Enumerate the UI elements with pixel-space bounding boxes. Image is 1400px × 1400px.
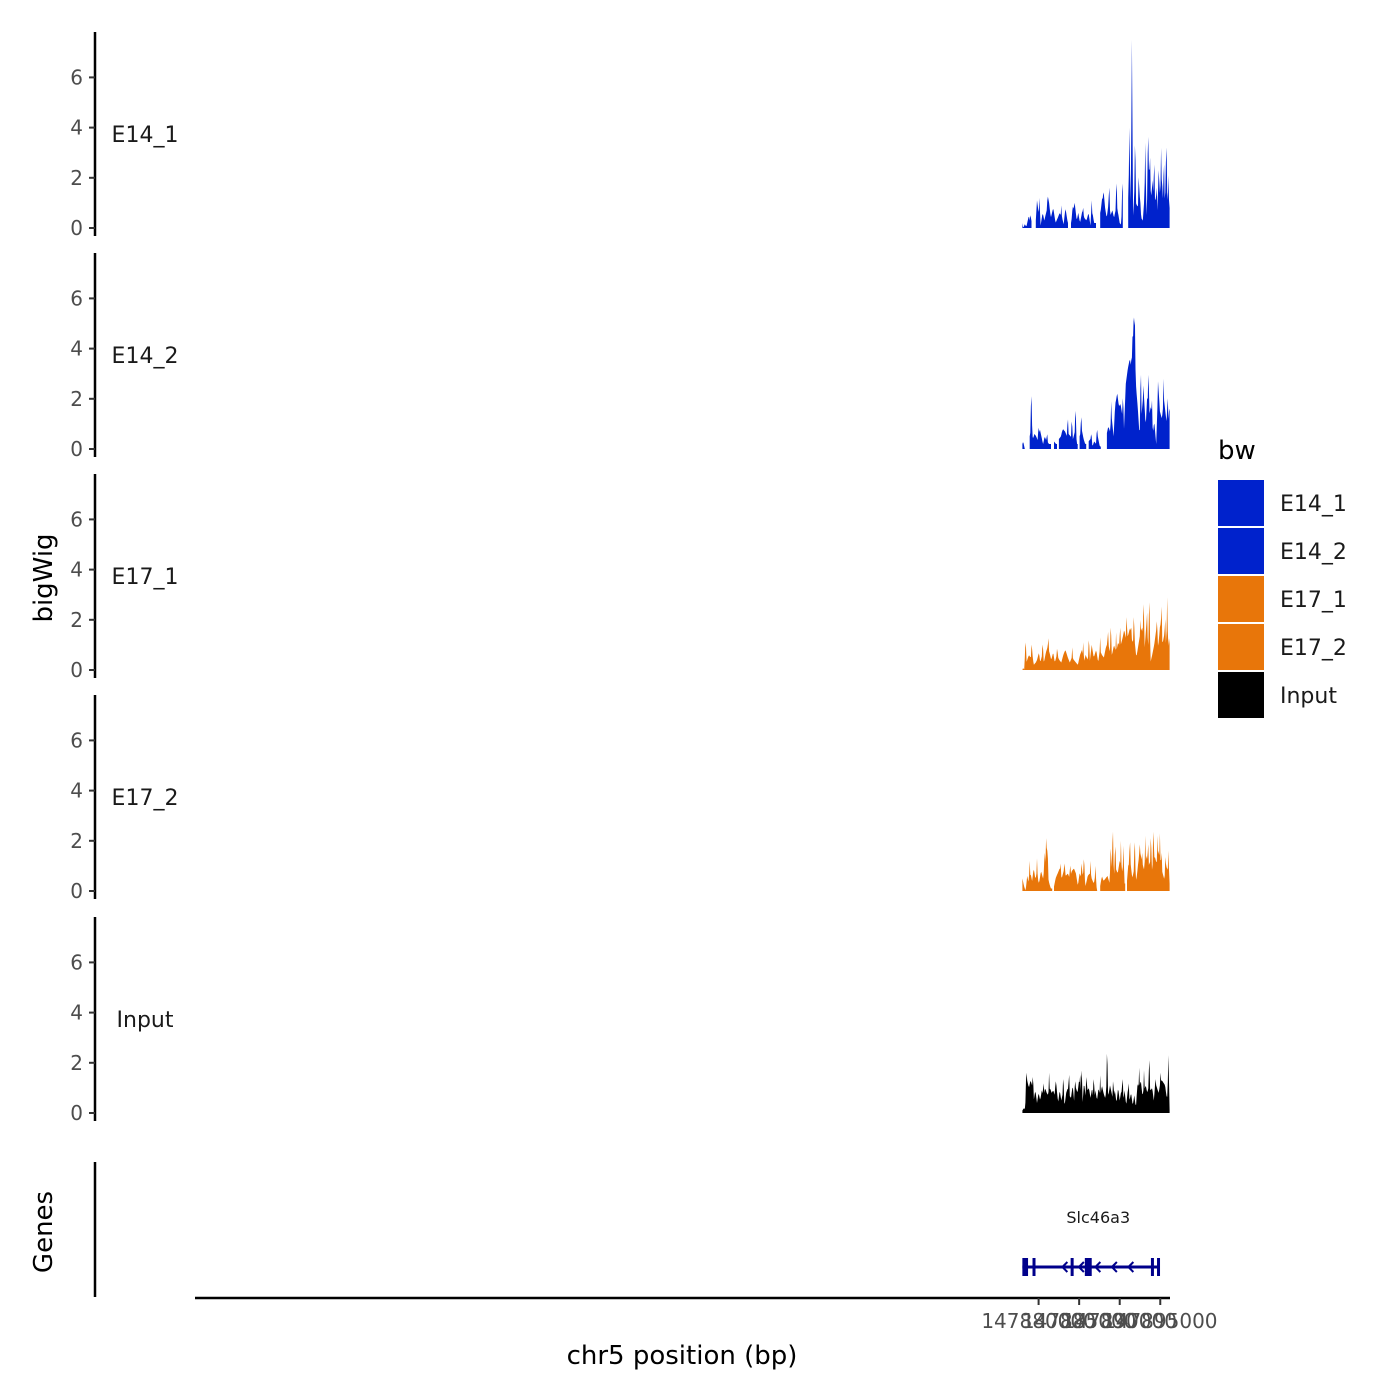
coverage-area-E14_2 bbox=[1054, 441, 1057, 449]
y-tick-label: 6 bbox=[70, 507, 83, 531]
coverage-area-E14_2 bbox=[1079, 417, 1087, 449]
legend-title: bw bbox=[1218, 436, 1256, 466]
coverage-area-E14_1 bbox=[1100, 183, 1123, 228]
legend-swatch-E14_2 bbox=[1218, 528, 1264, 574]
coverage-area-E14_1 bbox=[1071, 200, 1096, 228]
y-tick-label: 0 bbox=[70, 216, 83, 240]
strand-arrow bbox=[1110, 1261, 1118, 1273]
y-tick-label: 4 bbox=[70, 779, 83, 803]
gene-name-label: Slc46a3 bbox=[1066, 1208, 1130, 1227]
x-tick-label: 147890000 bbox=[1062, 1309, 1177, 1333]
x-tick-label: 147895000 bbox=[1103, 1309, 1218, 1333]
x-tick-label: 147885000 bbox=[1022, 1309, 1137, 1333]
track-E14_1: 0 2 4 6 E14_1 bbox=[70, 32, 1170, 240]
coverage-area-E17_2 bbox=[1127, 831, 1170, 891]
track-label: Input bbox=[117, 1008, 174, 1033]
coverage-area-E14_2 bbox=[1106, 317, 1170, 449]
y-tick-label: 4 bbox=[70, 558, 83, 582]
strand-arrow bbox=[1077, 1261, 1085, 1273]
y-tick-label: 2 bbox=[70, 1051, 83, 1075]
gene-exon bbox=[1022, 1258, 1029, 1276]
coverage-area-E17_2 bbox=[1054, 859, 1099, 891]
coverage-area-E14_1 bbox=[1022, 215, 1032, 228]
coverage-area-E14_1 bbox=[1128, 39, 1170, 228]
coverage-area-E17_1 bbox=[1022, 597, 1170, 670]
track-E17_2: 0 2 4 6 E17_2 bbox=[70, 695, 1170, 903]
y-tick-label: 2 bbox=[70, 608, 83, 632]
y-tick-label: 6 bbox=[70, 950, 83, 974]
coverage-tracks: 0 2 4 6 E14_1 0 2 4 6 E14_2 0 2 4 6 E17_1 0 2 4 6 E17_2 0 2 4 6… bbox=[70, 32, 1170, 1125]
y-tick-label: 0 bbox=[70, 879, 83, 903]
gene-exon bbox=[1150, 1258, 1154, 1276]
y-tick-label: 6 bbox=[70, 286, 83, 310]
y-tick-label: 0 bbox=[70, 437, 83, 461]
legend-label-E14_2: E14_2 bbox=[1280, 540, 1347, 565]
coverage-area-E14_2 bbox=[1022, 442, 1026, 449]
gene-exon bbox=[1084, 1258, 1092, 1276]
track-label: E14_2 bbox=[112, 344, 179, 369]
track-label: E17_1 bbox=[112, 565, 179, 590]
legend-label-E17_2: E17_2 bbox=[1280, 636, 1347, 661]
gene-exon bbox=[1032, 1258, 1036, 1276]
legend-swatch-E17_1 bbox=[1218, 576, 1264, 622]
strand-arrow bbox=[1126, 1261, 1135, 1273]
x-axis-title: chr5 position (bp) bbox=[567, 1341, 798, 1371]
genes-track-title: Genes bbox=[29, 1191, 59, 1273]
coverage-area-E17_2 bbox=[1100, 831, 1126, 891]
x-tick-label: 147880000 bbox=[981, 1309, 1096, 1333]
y-tick-label: 4 bbox=[70, 1001, 83, 1025]
legend: bw E14_1 E14_2 E17_1 E17_2 Input bbox=[1218, 436, 1347, 718]
track-label: E17_2 bbox=[112, 786, 179, 811]
gene-track: Slc46a3 bbox=[93, 1162, 1161, 1297]
y-tick-label: 0 bbox=[70, 658, 83, 682]
legend-label-Input: Input bbox=[1280, 684, 1337, 709]
strand-arrow bbox=[1093, 1261, 1102, 1273]
coverage-area-E14_1 bbox=[1035, 196, 1068, 228]
legend-swatch-Input bbox=[1218, 672, 1264, 718]
coverage-area-Input bbox=[1022, 1053, 1170, 1113]
gene-exon bbox=[1157, 1258, 1161, 1276]
y-tick-label: 4 bbox=[70, 337, 83, 361]
y-axis-title: bigWig bbox=[29, 533, 59, 622]
track-E14_2: 0 2 4 6 E14_2 bbox=[70, 253, 1170, 461]
y-tick-label: 0 bbox=[70, 1101, 83, 1125]
y-tick-label: 6 bbox=[70, 65, 83, 89]
coverage-area-E14_2 bbox=[1029, 396, 1051, 449]
coverage-area-E17_2 bbox=[1022, 838, 1053, 891]
gene-exon bbox=[1070, 1258, 1074, 1276]
track-Input: 0 2 4 6 Input bbox=[70, 917, 1170, 1125]
y-tick-label: 2 bbox=[70, 166, 83, 190]
legend-swatch-E17_2 bbox=[1218, 624, 1264, 670]
y-tick-label: 2 bbox=[70, 387, 83, 411]
y-tick-label: 4 bbox=[70, 116, 83, 140]
legend-swatch-E14_1 bbox=[1218, 480, 1264, 526]
y-tick-label: 2 bbox=[70, 829, 83, 853]
coverage-area-E14_2 bbox=[1088, 429, 1101, 449]
legend-label-E17_1: E17_1 bbox=[1280, 588, 1347, 613]
coverage-area-E14_2 bbox=[1058, 410, 1078, 449]
track-E17_1: 0 2 4 6 E17_1 bbox=[70, 474, 1170, 682]
strand-arrow bbox=[1060, 1261, 1069, 1273]
legend-label-E14_1: E14_1 bbox=[1280, 492, 1347, 517]
y-tick-label: 6 bbox=[70, 728, 83, 752]
track-label: E14_1 bbox=[112, 123, 179, 148]
